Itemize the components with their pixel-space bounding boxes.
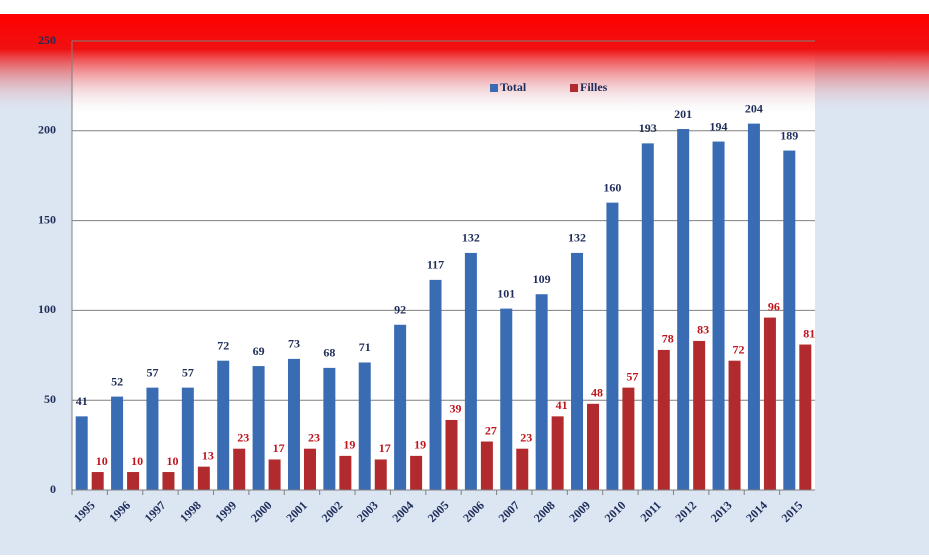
bar: [445, 419, 458, 490]
bar: [606, 202, 619, 490]
bar: [728, 360, 741, 490]
data-label: 41: [556, 398, 568, 412]
data-label: 10: [131, 454, 143, 468]
data-label: 19: [343, 438, 355, 452]
bar: [394, 324, 407, 490]
bar: [516, 448, 529, 490]
data-label: 73: [288, 337, 300, 351]
bar: [303, 448, 316, 490]
bar: [693, 340, 706, 490]
bar: [162, 472, 175, 490]
data-label: 201: [674, 107, 692, 121]
bar: [323, 367, 336, 490]
data-label: 189: [780, 128, 798, 142]
data-label: 23: [520, 430, 532, 444]
data-label: 69: [253, 344, 265, 358]
data-label: 10: [166, 454, 178, 468]
header-gradient: [0, 14, 929, 114]
bar: [358, 362, 371, 490]
bar: [339, 455, 352, 490]
bar: [252, 366, 265, 490]
data-label: 81: [803, 326, 815, 340]
bar: [127, 472, 140, 490]
bar: [587, 403, 600, 490]
data-label: 52: [111, 374, 123, 388]
data-label: 48: [591, 386, 603, 400]
legend-swatch: [570, 84, 578, 92]
bar: [217, 360, 230, 490]
legend-label: Filles: [580, 80, 608, 94]
bar: [91, 472, 104, 490]
data-label: 193: [639, 121, 657, 135]
bar: [429, 279, 442, 490]
data-label: 10: [96, 454, 108, 468]
y-tick-label: 250: [38, 33, 56, 47]
data-label: 194: [710, 119, 728, 133]
bar: [480, 441, 493, 490]
bar: [571, 252, 584, 490]
data-label: 41: [76, 394, 88, 408]
y-tick-label: 0: [50, 482, 56, 496]
bar: [622, 387, 635, 490]
bar: [75, 416, 88, 490]
top-strip: [0, 0, 929, 14]
data-label: 71: [359, 340, 371, 354]
bar: [410, 455, 423, 490]
data-label: 132: [462, 231, 480, 245]
bar: [535, 294, 548, 490]
data-label: 17: [273, 441, 285, 455]
data-label: 109: [533, 272, 551, 286]
bar: [763, 317, 776, 490]
data-label: 72: [733, 342, 745, 356]
data-label: 101: [497, 286, 515, 300]
data-label: 204: [745, 101, 763, 115]
y-tick-label: 50: [44, 392, 56, 406]
data-label: 68: [323, 346, 335, 360]
y-tick-label: 150: [38, 212, 56, 226]
bar: [641, 143, 654, 490]
bar: [268, 459, 281, 490]
legend-swatch: [490, 84, 498, 92]
bar: [799, 344, 812, 490]
bar: [500, 308, 513, 490]
data-label: 78: [662, 332, 674, 346]
y-tick-label: 100: [38, 302, 56, 316]
data-label: 23: [308, 430, 320, 444]
data-label: 39: [450, 402, 462, 416]
data-label: 57: [146, 365, 158, 379]
data-label: 57: [182, 365, 194, 379]
bar: [657, 349, 670, 490]
bar: [464, 252, 477, 490]
data-label: 57: [626, 369, 638, 383]
bar: [287, 358, 300, 490]
plot-area: [72, 40, 815, 490]
data-label: 96: [768, 299, 780, 313]
bar: [551, 416, 564, 490]
bar: [146, 387, 159, 490]
bar: [181, 387, 194, 490]
data-label: 17: [379, 441, 391, 455]
data-label: 83: [697, 323, 709, 337]
bar: [783, 150, 796, 490]
bar: [712, 141, 725, 491]
data-label: 27: [485, 423, 497, 437]
bar: [677, 129, 690, 490]
bar: [747, 123, 760, 490]
bar: [374, 459, 387, 490]
y-tick-label: 200: [38, 123, 56, 137]
data-label: 92: [394, 303, 406, 317]
data-label: 13: [202, 448, 214, 462]
data-label: 23: [237, 430, 249, 444]
data-label: 72: [217, 338, 229, 352]
bar: [233, 448, 246, 490]
data-label: 132: [568, 231, 586, 245]
data-label: 117: [427, 258, 444, 272]
bar: [197, 466, 210, 490]
data-label: 160: [603, 180, 621, 194]
bar: [111, 396, 124, 490]
legend-label: Total: [500, 80, 527, 94]
data-label: 19: [414, 438, 426, 452]
